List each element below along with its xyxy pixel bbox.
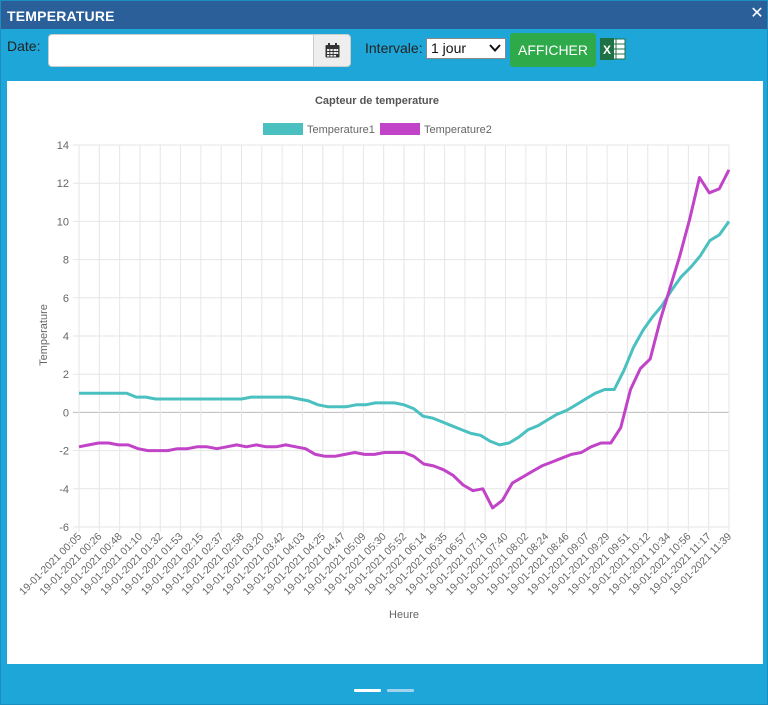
legend-label-2[interactable]: Temperature2: [424, 124, 492, 136]
dialog-title: TEMPERATURE: [7, 8, 115, 24]
interval-select[interactable]: 1 jour: [426, 38, 506, 59]
series-line-1: [79, 220, 731, 447]
interval-label: Intervale:: [365, 40, 423, 56]
pager-dot-2[interactable]: [387, 689, 414, 692]
excel-letter: X: [603, 43, 611, 57]
legend-label-1[interactable]: Temperature1: [307, 124, 375, 136]
chart-grid: [73, 144, 730, 532]
y-tick-label: -2: [59, 446, 69, 458]
calendar-icon: [325, 43, 340, 58]
pager-dot-1[interactable]: [354, 689, 381, 692]
date-input[interactable]: [48, 34, 314, 67]
chart-legend: Temperature1 Temperature2: [263, 123, 492, 136]
legend-swatch-1[interactable]: [263, 123, 303, 135]
x-axis-label: Heure: [389, 609, 419, 621]
y-axis-ticks: -6 -4 -2 0 2 4 6 8 10 12 14: [57, 140, 69, 534]
close-icon[interactable]: ✕: [750, 5, 764, 22]
y-tick-label: 8: [63, 255, 69, 267]
y-tick-label: -4: [59, 484, 69, 496]
dialog-titlebar: TEMPERATURE ✕: [1, 1, 767, 29]
excel-icon[interactable]: X: [600, 38, 626, 60]
y-tick-label: 2: [63, 369, 69, 381]
y-tick-label: 0: [63, 407, 69, 419]
temperature-line-chart: Capteur de temperature Temperature1 Tempe…: [17, 95, 734, 621]
calendar-button[interactable]: [313, 34, 351, 67]
chevron-down-icon: [489, 44, 501, 52]
y-tick-label: -6: [59, 522, 69, 534]
series-line-2: [78, 169, 731, 510]
y-axis-label: Temperature: [38, 304, 50, 366]
chart-panel: Capteur de temperature Temperature1 Tempe…: [7, 81, 763, 664]
interval-selected-value: 1 jour: [431, 40, 467, 56]
chart-title: Capteur de temperature: [315, 95, 439, 107]
filter-toolbar: Date: Intervale: 1 jour AFFICHER: [1, 29, 767, 75]
date-label: Date:: [7, 38, 41, 54]
show-button[interactable]: AFFICHER: [510, 33, 596, 67]
legend-swatch-2[interactable]: [380, 123, 420, 135]
chart-series: [78, 169, 731, 510]
y-tick-label: 14: [57, 140, 69, 152]
dialog-footer: [1, 664, 767, 704]
y-tick-label: 10: [57, 216, 69, 228]
y-tick-label: 6: [63, 293, 69, 305]
y-tick-label: 12: [57, 178, 69, 190]
y-tick-label: 4: [63, 331, 69, 343]
